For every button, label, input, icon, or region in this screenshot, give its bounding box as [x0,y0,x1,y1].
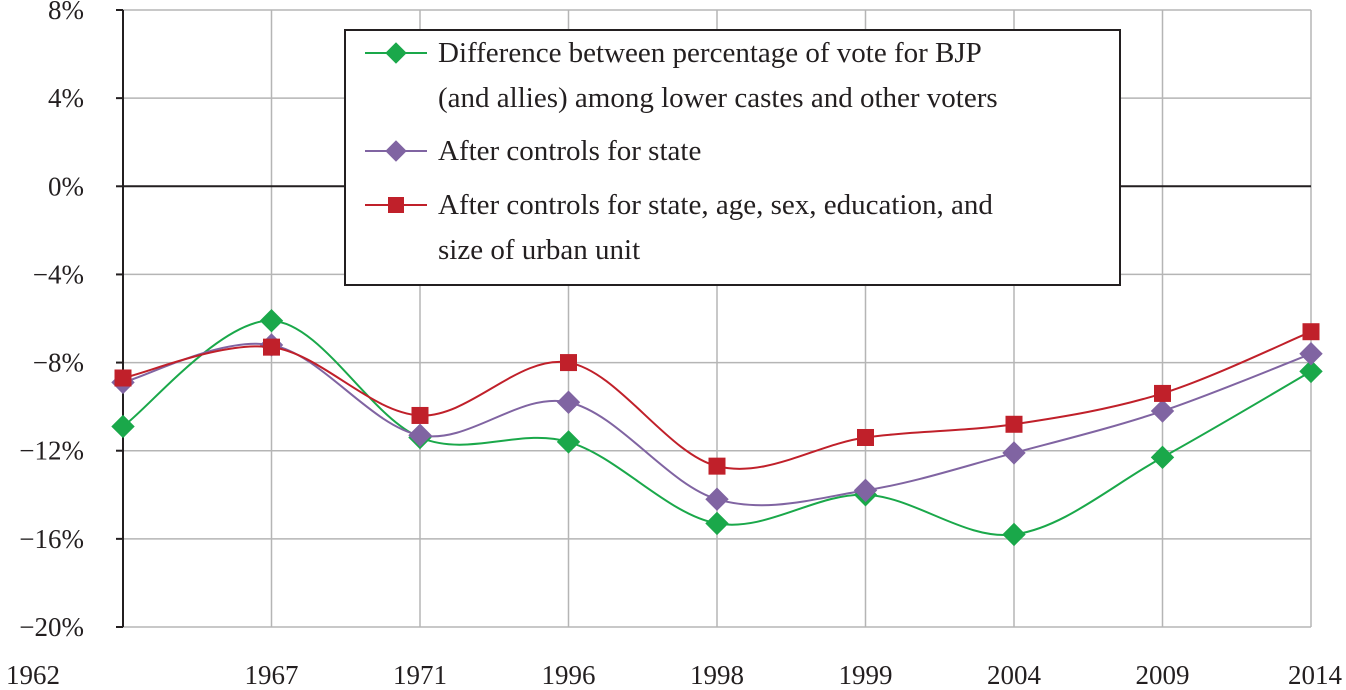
data-point [857,428,874,446]
y-tick-label: 4% [48,83,84,113]
data-point [114,369,132,387]
y-tick-label: −16% [19,524,84,554]
y-tick-label: −4% [33,259,84,289]
series-group [111,308,1323,547]
data-point [263,338,280,356]
data-point [853,478,878,503]
y-tick-label: −8% [33,348,84,378]
data-point [111,414,135,439]
x-tick-label: 1998 [690,660,744,690]
x-tick-label: 1996 [542,660,596,690]
y-tick-label: −20% [19,612,84,642]
legend-marker [385,42,407,64]
legend-marker [388,197,404,213]
x-tick-label: 1971 [393,660,447,690]
x-tick-label: 2014 [1288,660,1343,690]
y-tick-label: −12% [19,436,84,466]
legend-label: size of urban unit [438,234,640,266]
legend-label: After controls for state, age, sex, educ… [438,189,993,221]
data-point [556,430,581,454]
data-point [259,308,284,333]
data-point [411,406,429,424]
data-point [1005,415,1023,433]
data-point [1154,384,1171,402]
data-point [1302,323,1320,341]
legend-label: Difference between percentage of vote fo… [438,37,982,69]
data-point [708,457,726,475]
tick-labels: 8% 4% 0% −4% −8% −12% −16% −20% 1962 1967 1971 1996… [6,0,1343,690]
data-point [705,511,729,536]
data-point [556,390,581,414]
legend: Difference between percentage of vote fo… [344,29,1121,286]
data-point [408,423,432,447]
legend-marker [385,140,407,162]
x-tick-label: 1962 [6,660,60,690]
data-point [1299,342,1323,366]
x-tick-label: 2009 [1136,660,1190,690]
legend-label: After controls for state [438,135,701,167]
series-3 [114,323,1320,475]
data-point [560,354,577,372]
x-tick-label: 1999 [839,660,893,690]
data-point [1150,445,1175,470]
data-point [705,487,729,511]
data-point [1002,522,1026,547]
series-2 [111,333,1323,511]
data-point [1150,399,1175,423]
y-tick-label: 0% [48,171,84,201]
x-tick-label: 1967 [245,660,299,690]
data-point [1002,441,1026,465]
series-1 [111,308,1323,547]
data-point [1299,359,1323,384]
legend-box [344,29,1121,286]
x-tick-label: 2004 [987,660,1042,690]
series-line [122,330,1312,470]
legend-label: (and allies) among lower castes and othe… [438,82,998,114]
y-tick-label: 8% [48,0,84,25]
